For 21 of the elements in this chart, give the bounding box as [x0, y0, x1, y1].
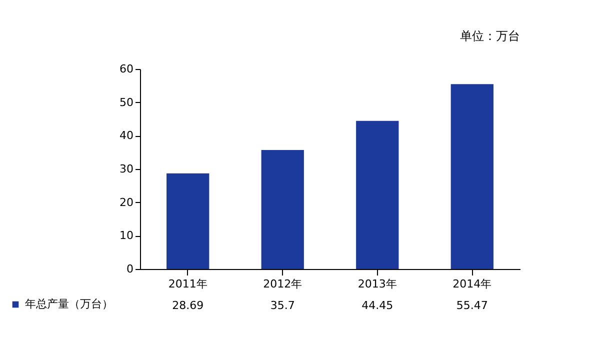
x-tick-label: 2012年	[263, 278, 302, 290]
x-tick-label: 2011年	[168, 278, 208, 290]
data-label: 28.69	[172, 299, 204, 312]
text: 单位：万台	[460, 29, 520, 43]
bar	[356, 120, 399, 269]
x-tick-label: 2014年	[452, 278, 492, 290]
bar	[166, 173, 210, 269]
y-tick-label: 30	[120, 162, 134, 176]
y-tick-label: 50	[120, 96, 134, 109]
x-tick-label: 2013年	[358, 278, 397, 290]
bar	[261, 150, 304, 269]
data-label: 44.45	[362, 299, 394, 312]
data-label: 35.7	[270, 299, 295, 312]
legend-label: 年总产量（万台）	[25, 298, 113, 310]
y-tick-label: 40	[120, 129, 134, 142]
y-tick-label: 10	[120, 229, 134, 242]
data-label: 55.47	[456, 299, 488, 312]
y-tick-label: 60	[120, 62, 134, 76]
y-tick-label: 0	[126, 262, 134, 276]
bar	[450, 84, 494, 269]
y-tick-label: 20	[120, 196, 134, 209]
